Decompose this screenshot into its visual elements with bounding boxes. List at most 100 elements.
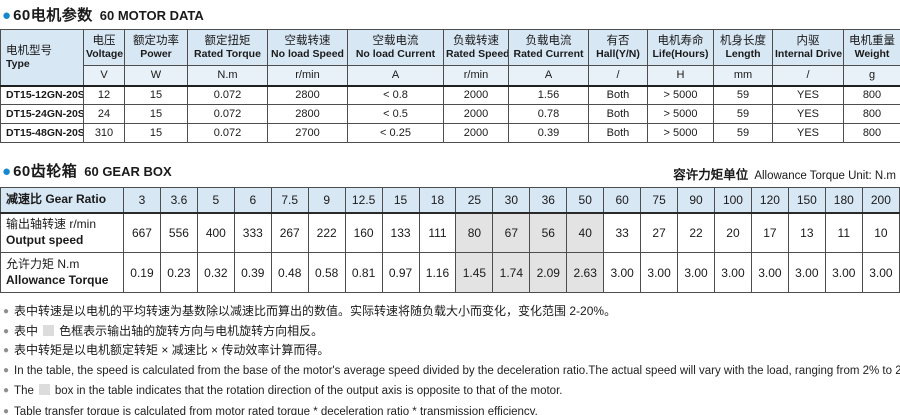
motor-value-cell: 2000 [443,85,509,105]
gear-ratio-cell: 25 [455,187,494,214]
grey-box-legend-icon [38,384,50,395]
motor-value-cell: YES [772,104,844,124]
motor-value-cell: Both [588,85,648,105]
header-label-cn: 空载转速 [284,34,331,47]
allowance-torque-cell: 3.00 [750,252,789,293]
unit-cell: / [772,65,844,87]
gear-ratio-cell: 5 [196,187,235,214]
gear-ratio-cell: 100 [714,187,752,214]
output-speed-cell: 667 [123,212,161,253]
motor-value-cell: 24 [83,104,125,124]
gear-ratio-cell: 9 [307,187,346,214]
motor-value-cell: 2800 [267,104,348,124]
motor-value-cell: YES [772,85,844,105]
header-label-en: Internal Drive [775,48,843,61]
motor-value-cell: 1.56 [508,85,589,105]
output-speed-label-en: Output speed [6,232,84,247]
footnote-line: ● Table transfer torque is calculated fro… [3,402,900,415]
unit-note-cn: 容许力矩单位 [673,168,749,182]
gear-ratio-label: 减速比 Gear Ratio [0,187,124,214]
blue-bullet-icon: ● [2,163,12,180]
motor-value-cell: 2700 [267,123,348,143]
footnote-text: In the table, the speed is calculated fr… [14,364,900,377]
header-label-en: Weight [854,48,890,61]
output-speed-cell: 17 [750,212,789,253]
motor-value-cell: 15 [124,85,188,105]
allowance-torque-cell: 2.63 [566,252,605,293]
gear-ratio-cell: 12.5 [344,187,383,214]
header-label-en: Rated Speed [446,48,509,61]
output-speed-cell: 10 [861,212,900,253]
unit-cell: / [588,65,648,87]
gear-ratio-cell: 18 [418,187,457,214]
output-speed-cell: 400 [196,212,235,253]
motor-col-header-internal-drive: 内驱 Internal Drive [772,29,844,66]
motor-col-header-voltage: 电压 Voltage [83,29,125,66]
allowance-torque-cell: 3.00 [824,252,863,293]
gear-ratio-cell: 75 [640,187,679,214]
motor-value-cell: > 5000 [647,123,714,143]
allowance-torque-cell: 0.97 [381,252,420,293]
allowance-torque-cell: 3.00 [714,252,752,293]
allowance-torque-label-cn: 允许力矩 N.m [6,256,80,271]
motor-data-row: DT15-48GN-20S 310 15 0.072 2700 < 0.25 2000 0.3… [0,123,900,143]
output-speed-cell: 267 [270,212,309,253]
unit-cell: r/min [443,65,509,87]
unit-cell: N.m [187,65,268,87]
gear-ratio-cell: 60 [603,187,642,214]
output-speed-cell: 27 [640,212,679,253]
allowance-torque-cell: 1.45 [455,252,494,293]
motor-col-header-weight: 电机重量 Weight [843,29,900,66]
motor-col-header-length: 机身长度 Length [713,29,773,66]
header-label-cn: 电压 [92,34,116,47]
motor-col-header-no-load-speed: 空载转速 No load Speed [267,29,348,66]
gear-ratio-cell: 36 [529,187,568,214]
unit-cell: r/min [267,65,348,87]
motor-value-cell: 0.072 [187,85,268,105]
motor-type-cell: DT15-24GN-20S [0,104,84,124]
motor-value-cell: 59 [713,123,773,143]
gear-ratio-cell: 90 [677,187,715,214]
motor-value-cell: 0.072 [187,123,268,143]
motor-col-header-rated-speed: 负载转速 Rated Speed [443,29,509,66]
allowance-torque-cell: 1.16 [418,252,457,293]
output-speed-cell: 556 [159,212,198,253]
motor-title-cn: 60电机参数 [13,7,93,24]
header-label-cn: 空载电流 [372,34,419,47]
allowance-torque-row: 允许力矩 N.m Allowance Torque 0.19 0.23 0.32 0.39… [0,252,900,293]
footnote-line: ● In the table, the speed is calculated f… [3,361,900,382]
motor-value-cell: 12 [83,85,125,105]
gear-ratio-row: 减速比 Gear Ratio 3 3.6 5 6 7.5 9 12.5 15 18 25 30 36 50… [0,187,900,214]
motor-value-cell: < 0.25 [347,123,444,143]
allowance-torque-label-en: Allowance Torque [6,272,109,287]
gear-title-cn: 60齿轮箱 [13,163,78,180]
motor-value-cell: Both [588,104,648,124]
allowance-torque-cell: 0.48 [270,252,309,293]
grey-box-legend-icon [43,324,55,336]
footnote-bullet-icon: ● [3,364,10,376]
motor-value-cell: 800 [843,104,900,124]
header-label-en: No load Current [355,48,436,61]
output-speed-cell: 11 [824,212,863,253]
header-label-cn: 有否 [606,34,630,47]
motor-value-cell: > 5000 [647,104,714,124]
motor-col-header-power: 额定功率 Power [124,29,188,66]
output-speed-cell: 40 [566,212,605,253]
gear-title-en: 60 GEAR BOX [84,164,172,179]
header-label-cn: 负载电流 [525,34,572,47]
blue-bullet-icon: ● [2,7,12,24]
unit-cell: A [508,65,589,87]
gear-section-header: ● 60齿轮箱 60 GEAR BOX 容许力矩单位 Allowance Tor… [0,158,900,183]
allowance-torque-cell: 3.00 [640,252,679,293]
motor-value-cell: 15 [124,123,188,143]
motor-value-cell: 2800 [267,85,348,105]
motor-value-cell: 0.78 [508,104,589,124]
motor-type-cell: DT15-12GN-20S [0,85,84,105]
motor-value-cell: 2000 [443,123,509,143]
allowance-torque-unit-note: 容许力矩单位 Allowance Torque Unit: N.m [673,164,896,183]
header-label-en: Voltage [86,48,124,61]
unit-cell: mm [713,65,773,87]
motor-data-row: DT15-12GN-20S 12 15 0.072 2800 < 0.8 2000 1.56 B… [0,85,900,105]
header-label-cn: 负载转速 [453,34,499,47]
